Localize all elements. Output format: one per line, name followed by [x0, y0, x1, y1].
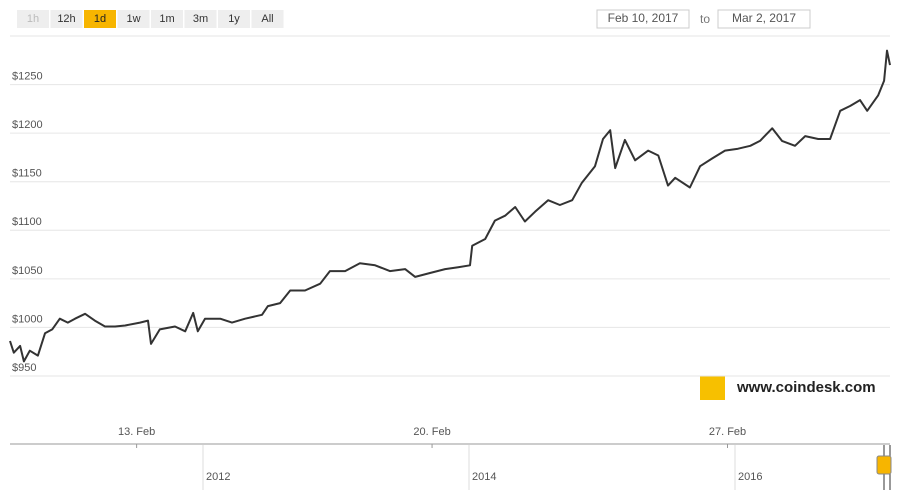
y-tick-label: $1150: [12, 168, 42, 180]
y-tick-label: $1050: [12, 265, 43, 277]
navigator-handle[interactable]: [876, 455, 892, 475]
range-button[interactable]: [151, 10, 183, 28]
x-tick-label: 13. Feb: [118, 426, 155, 438]
range-button-label: All: [261, 13, 273, 25]
range-button-label: 1h: [27, 13, 39, 25]
date-to-input[interactable]: [717, 9, 811, 29]
range-button[interactable]: [84, 10, 116, 28]
logo-icon: [700, 376, 725, 400]
range-button-label: 1w: [126, 13, 140, 25]
date-from: Feb 10, 2017: [608, 11, 679, 25]
range-button-label: 12h: [57, 13, 75, 25]
range-button-label: 1m: [159, 13, 174, 25]
y-tick-label: $1100: [12, 216, 42, 228]
range-button[interactable]: [117, 10, 150, 28]
y-tick-label: $1250: [12, 70, 43, 82]
date-from-input[interactable]: [596, 9, 690, 29]
y-tick-label: $1000: [12, 313, 43, 325]
y-tick-label: $950: [12, 362, 36, 374]
range-button[interactable]: [50, 10, 83, 28]
range-button[interactable]: [218, 10, 250, 28]
date-separator: to: [700, 12, 710, 26]
navigator-label: 2016: [738, 471, 762, 483]
date-to: Mar 2, 2017: [732, 11, 796, 25]
range-button[interactable]: [251, 10, 284, 28]
range-button[interactable]: [17, 10, 49, 28]
range-button-label: 1d: [94, 13, 106, 25]
navigator[interactable]: [10, 445, 890, 490]
price-line: [9, 49, 891, 363]
x-tick-label: 27. Feb: [709, 426, 746, 438]
watermark: www.coindesk.com: [736, 379, 876, 396]
navigator-label: 2014: [472, 471, 496, 483]
x-tick-label: 20. Feb: [413, 426, 450, 438]
range-button[interactable]: [184, 10, 217, 28]
navigator-label: 2012: [206, 471, 230, 483]
y-tick-label: $1200: [12, 119, 43, 131]
range-button-label: 3m: [193, 13, 208, 25]
range-button-label: 1y: [228, 13, 240, 25]
